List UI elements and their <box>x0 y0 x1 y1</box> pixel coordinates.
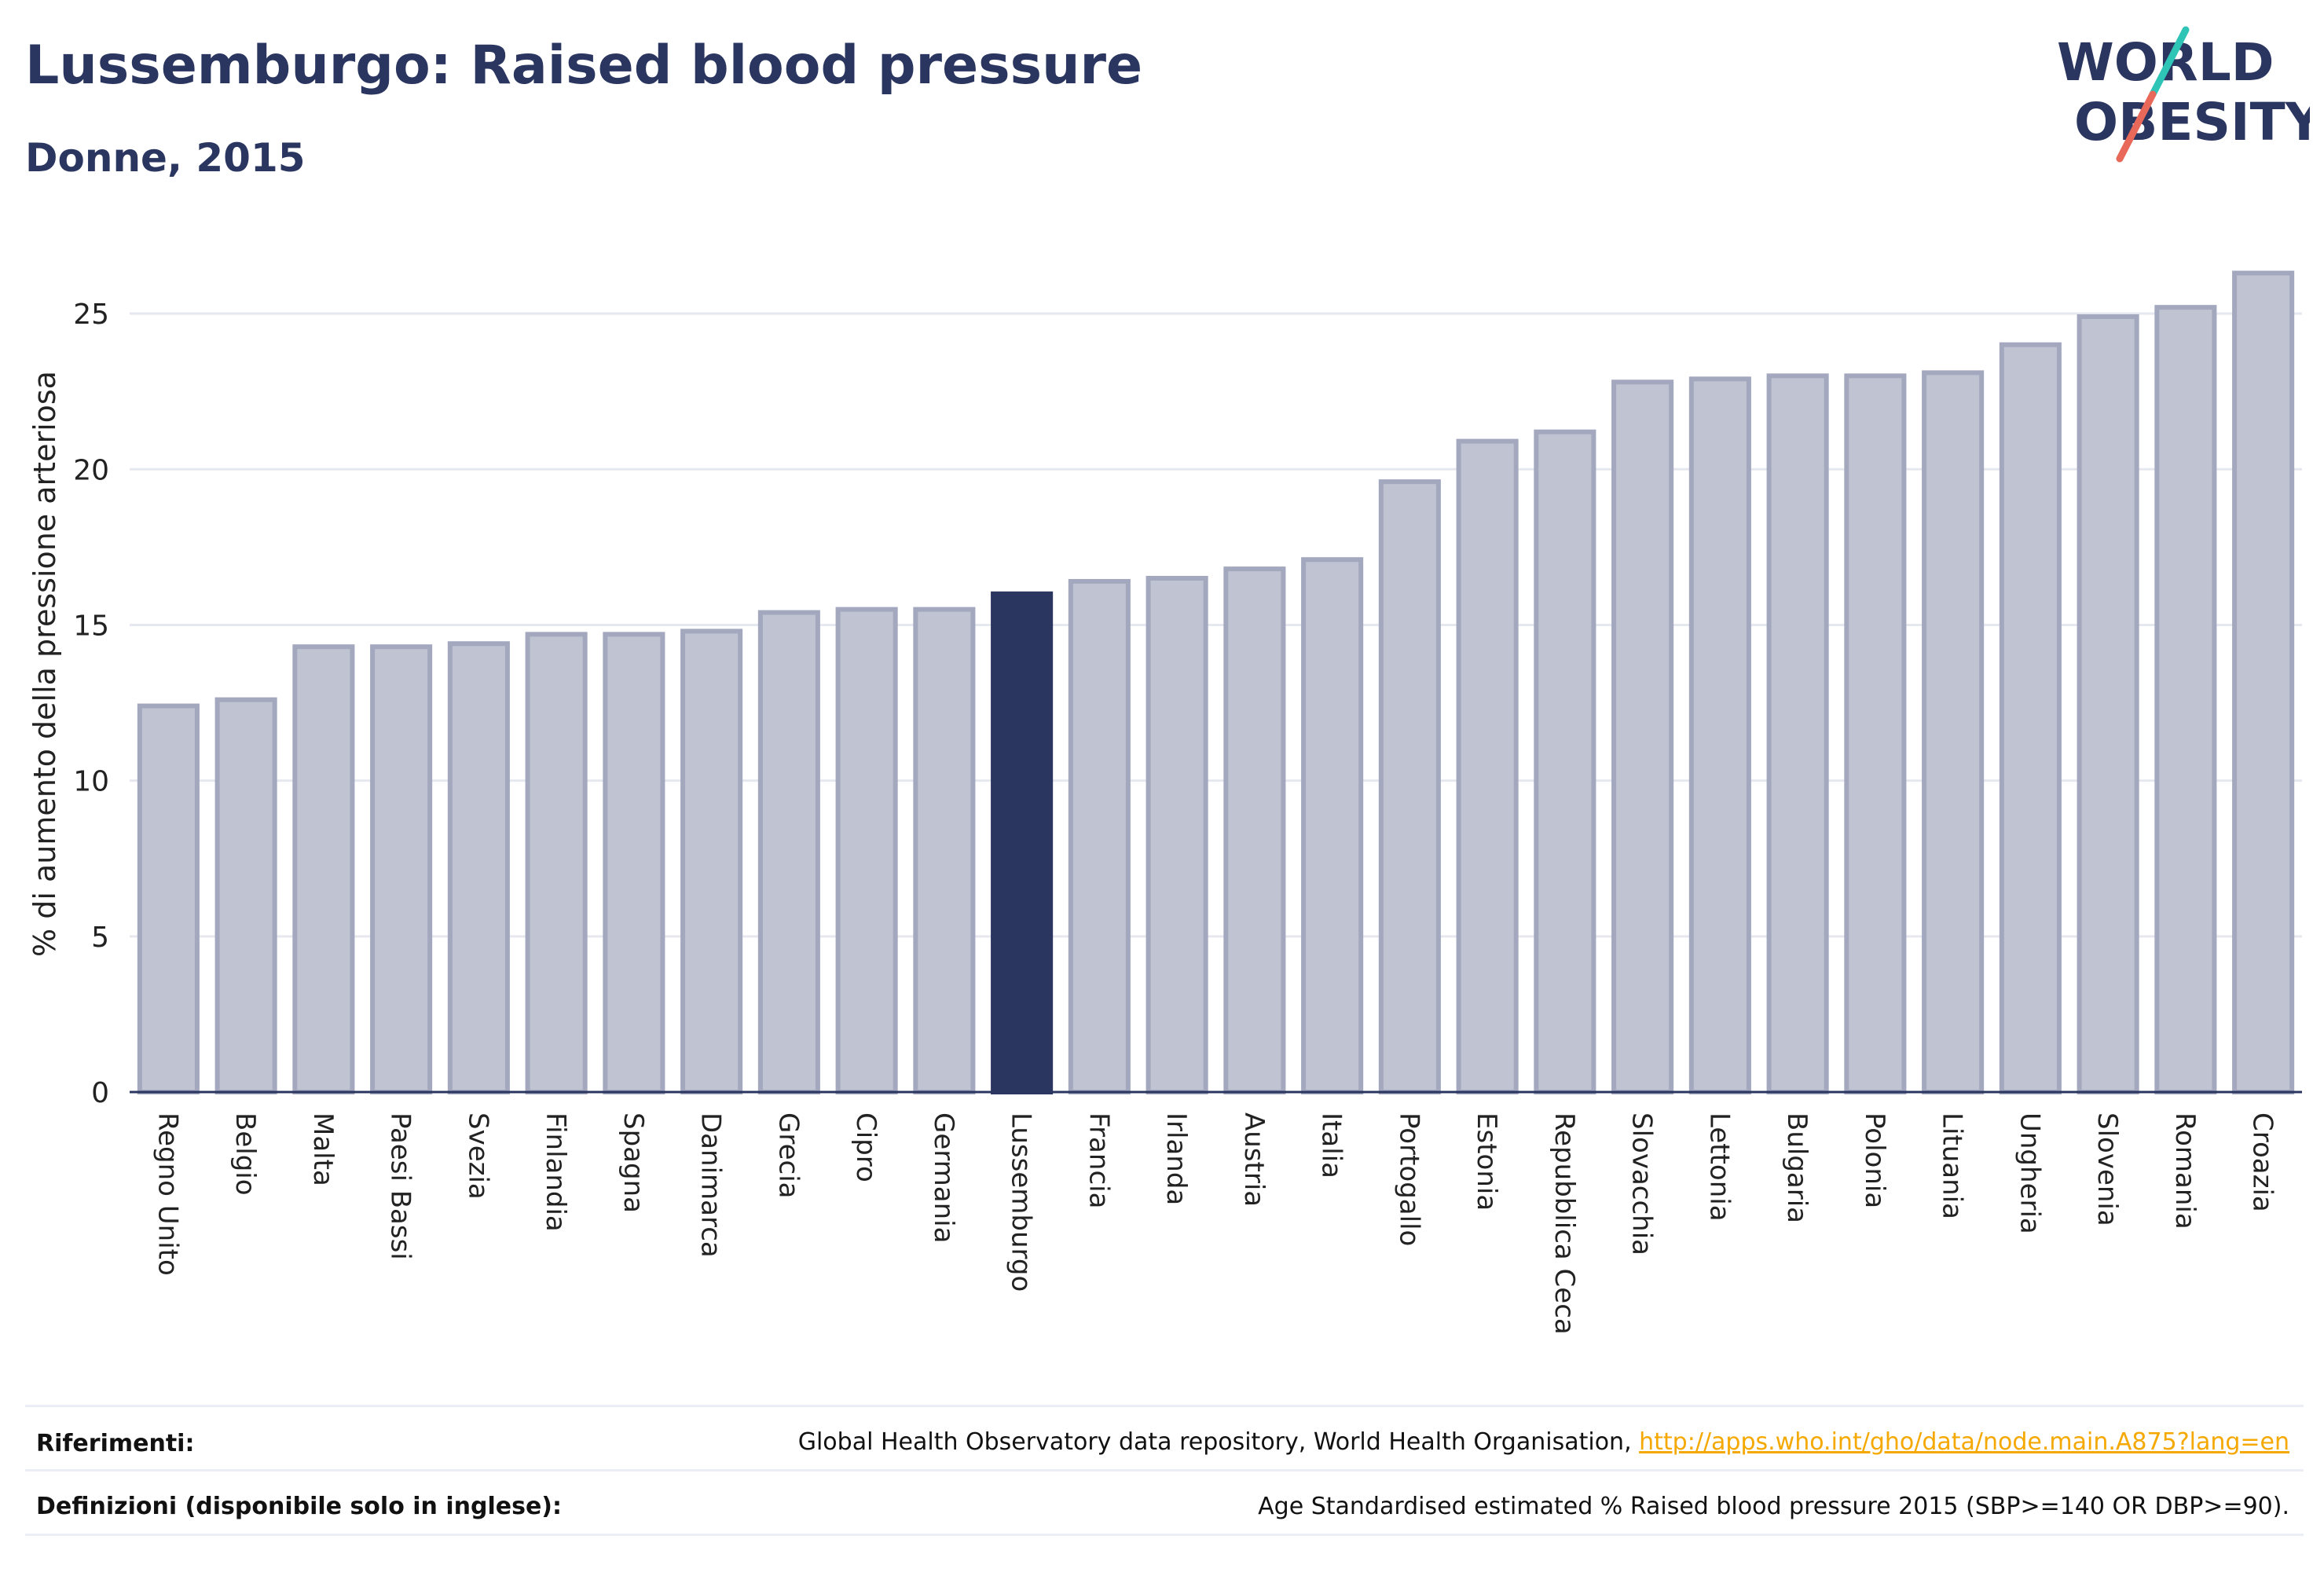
bar <box>2232 270 2295 1095</box>
y-tick-label: 5 <box>91 922 109 954</box>
bar <box>292 644 355 1094</box>
bar <box>1456 438 1519 1094</box>
y-tick-label: 0 <box>91 1077 109 1109</box>
bar <box>214 697 277 1095</box>
world-obesity-logo: WORLD OBESITY <box>2057 26 2310 163</box>
bars <box>137 270 2295 1095</box>
y-tick-label: 25 <box>73 299 109 331</box>
x-tick-label: Lussemburgo <box>1006 1112 1037 1292</box>
bar <box>2077 314 2139 1094</box>
x-tick-label: Austria <box>1238 1112 1270 1207</box>
bar <box>1766 373 1829 1094</box>
logo-word-obesity: OBESITY <box>2074 92 2310 152</box>
bar <box>1223 566 1286 1094</box>
axes: 0 5 10 15 20 25 Regno Unito Belgio Malta Paesi Ba… <box>73 299 2302 1335</box>
x-tick-label: Repubblica Ceca <box>1549 1112 1580 1335</box>
x-tick-label: Belgio <box>229 1112 261 1196</box>
x-tick-label: Romania <box>2169 1112 2201 1230</box>
y-tick-label: 15 <box>73 610 109 642</box>
bar <box>757 610 820 1094</box>
logo-slash-teal <box>2149 26 2190 98</box>
bar <box>137 703 200 1094</box>
x-tick-label: Slovenia <box>2091 1112 2123 1226</box>
definitions-text: Age Standardised estimated % Raised bloo… <box>1258 1493 2289 1520</box>
x-tick-label: Estonia <box>1471 1112 1502 1211</box>
bar <box>1534 429 1596 1094</box>
footer-divider-bottom <box>25 1534 2304 1536</box>
references-link[interactable]: http://apps.who.int/gho/data/node.main.A… <box>1639 1428 2289 1456</box>
y-tick-label: 20 <box>73 454 109 486</box>
bar <box>1146 576 1208 1094</box>
definitions-label: Definizioni (disponibile solo in inglese… <box>36 1493 562 1520</box>
x-tick-label: Polonia <box>1859 1112 1890 1208</box>
x-tick-label: Lettonia <box>1703 1112 1735 1222</box>
bar <box>1922 370 1985 1094</box>
x-tick-label: Irlanda <box>1160 1112 1192 1205</box>
bar <box>1378 479 1441 1094</box>
x-tick-label: Paesi Bassi <box>385 1112 416 1260</box>
bar <box>913 607 976 1094</box>
bar <box>525 632 588 1094</box>
bar <box>1844 373 1907 1094</box>
bar <box>370 644 433 1094</box>
x-tick-label: Croazia <box>2247 1112 2278 1212</box>
logo-slash-coral <box>2116 90 2157 163</box>
x-tick-label: Slovacchia <box>1626 1112 1658 1255</box>
bar <box>1301 557 1364 1094</box>
x-tick-label: Ungheria <box>2014 1112 2045 1234</box>
bar <box>1611 379 1674 1095</box>
chart-subtitle: Donne, 2015 <box>25 135 306 181</box>
y-axis-label: % di aumento della pressione arteriosa <box>27 371 62 957</box>
x-tick-label: Malta <box>307 1112 339 1186</box>
references-label: Riferimenti: <box>36 1430 195 1457</box>
bar <box>1068 578 1131 1094</box>
bar <box>603 632 665 1094</box>
footer-divider-middle <box>25 1469 2304 1472</box>
references-value: Global Health Observatory data repositor… <box>798 1428 2289 1456</box>
footer-divider-top <box>25 1405 2304 1407</box>
x-tick-label: Francia <box>1083 1112 1114 1208</box>
chart-title: Lussemburgo: Raised blood pressure <box>25 35 1143 97</box>
references-text: Global Health Observatory data repositor… <box>797 1428 1640 1456</box>
x-tick-label: Cipro <box>850 1112 882 1182</box>
x-tick-label: Portogallo <box>1393 1112 1424 1246</box>
y-tick-label: 10 <box>73 766 109 798</box>
x-tick-label: Danimarca <box>695 1112 727 1258</box>
x-tick-label: Italia <box>1316 1112 1347 1178</box>
bar-highlighted <box>991 591 1054 1094</box>
bar <box>680 629 743 1094</box>
bar <box>447 641 510 1094</box>
bar-chart: 0 5 10 15 20 25 Regno Unito Belgio Malta Paesi Ba… <box>27 270 2302 1335</box>
bar <box>2154 305 2217 1094</box>
bar <box>835 607 898 1094</box>
x-tick-label: Bulgaria <box>1781 1112 1813 1223</box>
x-tick-label: Finlandia <box>540 1112 571 1232</box>
x-tick-label: Germania <box>928 1112 959 1243</box>
x-tick-label: Grecia <box>772 1112 804 1198</box>
bar <box>1688 376 1751 1094</box>
x-tick-label: Regno Unito <box>152 1112 183 1276</box>
x-tick-label: Lituania <box>1937 1112 1968 1219</box>
bar <box>1999 342 2062 1094</box>
x-tick-label: Spagna <box>618 1112 649 1213</box>
x-tick-label: Svezia <box>462 1112 493 1200</box>
